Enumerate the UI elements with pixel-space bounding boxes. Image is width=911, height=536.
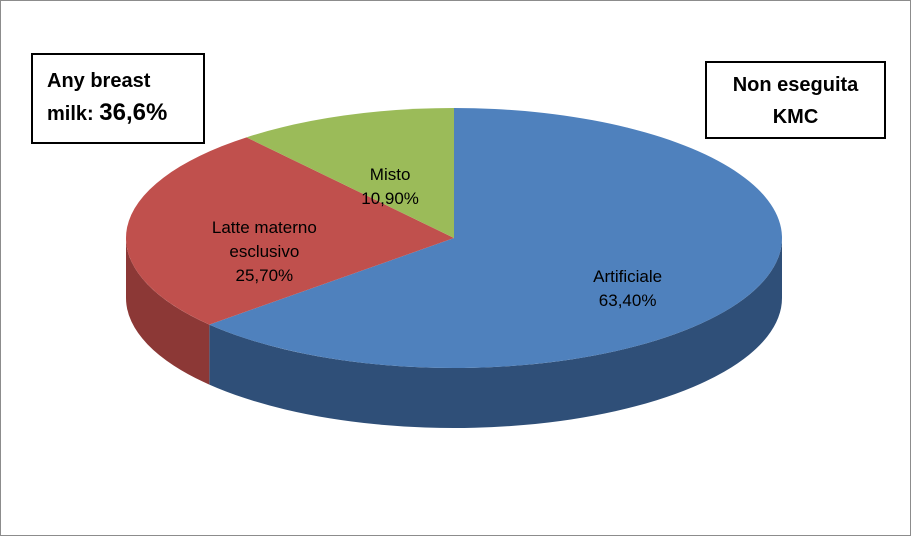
value-label: 25,70% xyxy=(235,266,294,286)
slice xyxy=(125,137,454,325)
slice-label: Latte materno esclusivo 25,70% xyxy=(194,216,334,288)
annotation-box: Any breast milk: 36,6% xyxy=(31,53,205,144)
slice xyxy=(209,108,782,369)
category-label: Misto xyxy=(369,164,411,184)
slice-label: Misto 10,90% xyxy=(320,163,460,211)
annotation: Any breast milk: xyxy=(47,70,151,125)
slice-side xyxy=(126,238,210,385)
annotation-highlight: 36,6% xyxy=(99,99,168,126)
category-label: Artificiale xyxy=(593,266,663,286)
category-label: Latte materno esclusivo xyxy=(211,218,317,262)
slice xyxy=(246,108,454,238)
annotation: Non eseguita KMC xyxy=(732,74,859,128)
annotation-box: Non eseguita KMC xyxy=(705,61,886,139)
slice-side xyxy=(209,238,782,429)
value-label: 63,40% xyxy=(598,290,657,310)
value-label: 10,90% xyxy=(361,188,419,208)
slice-label: Artificiale 63,40% xyxy=(558,265,698,313)
